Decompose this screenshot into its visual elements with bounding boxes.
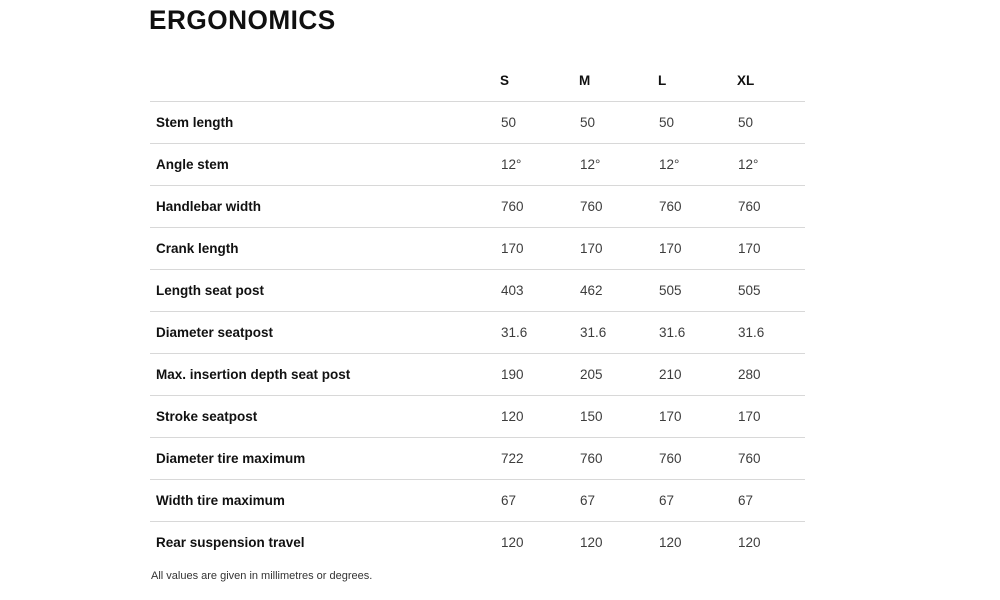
row-label: Stroke seatpost: [150, 395, 500, 438]
column-header-xl: XL: [737, 60, 805, 102]
table-row: Angle stem 12° 12° 12° 12°: [150, 143, 805, 186]
cell-value: 120: [738, 534, 761, 550]
corner-cell: [150, 60, 500, 102]
cell-value: 50: [737, 101, 805, 144]
cell-value: 760: [737, 185, 805, 228]
cell-value: 67: [658, 479, 737, 522]
cell-value: 170: [658, 227, 737, 270]
cell-value: 170: [658, 395, 737, 438]
table-row: Stem length 50 50 50 50: [150, 101, 805, 144]
cell-value: 67: [737, 479, 805, 522]
table-row: Stroke seatpost 120 150 170 170: [150, 395, 805, 438]
row-label: Width tire maximum: [150, 479, 500, 522]
cell-value: 760: [658, 437, 737, 480]
cell-value: 170: [737, 227, 805, 270]
table-row: Handlebar width 760 760 760 760: [150, 185, 805, 228]
cell-value: 505: [737, 269, 805, 312]
row-label: Max. insertion depth seat post: [150, 353, 500, 396]
cell-value: 170: [579, 227, 658, 270]
header-row: S M L XL: [150, 60, 805, 102]
cell-value: 12°: [500, 143, 579, 186]
cell-value: 67: [500, 479, 579, 522]
row-label: Handlebar width: [150, 185, 500, 228]
table-row: Crank length 170 170 170 170: [150, 227, 805, 270]
cell-value: 403: [500, 269, 579, 312]
column-header-s: S: [500, 60, 579, 102]
cell-value: 150: [579, 395, 658, 438]
row-label: Diameter seatpost: [150, 311, 500, 354]
cell-value: 31.6: [658, 311, 737, 354]
cell-value: 462: [579, 269, 658, 312]
cell-value: 31.6: [500, 311, 579, 354]
cell-value: 760: [737, 437, 805, 480]
table-row: Diameter tire maximum 722 760 760 760: [150, 437, 805, 480]
row-label: Stem length: [150, 101, 500, 144]
cell-value: 120: [500, 395, 579, 438]
table-row: Length seat post 403 462 505 505: [150, 269, 805, 312]
cell-value: 31.6: [737, 311, 805, 354]
cell-value: 12°: [737, 143, 805, 186]
cell-value: 205: [579, 353, 658, 396]
cell-value: 170: [500, 227, 579, 270]
row-label: Rear suspension travel: [156, 534, 305, 550]
cell-value: 760: [579, 437, 658, 480]
column-header-m: M: [579, 60, 658, 102]
cell-value: 210: [658, 353, 737, 396]
cell-value: 67: [579, 479, 658, 522]
table-row: Rear suspension travel 120 120 120 120: [150, 522, 805, 564]
cell-value: 50: [500, 101, 579, 144]
cell-value: 120: [580, 534, 603, 550]
cell-value: 12°: [579, 143, 658, 186]
cell-value: 120: [501, 534, 524, 550]
cell-value: 505: [658, 269, 737, 312]
row-label: Length seat post: [150, 269, 500, 312]
row-label: Diameter tire maximum: [150, 437, 500, 480]
cell-value: 170: [737, 395, 805, 438]
table-row: Width tire maximum 67 67 67 67: [150, 479, 805, 522]
cell-value: 760: [500, 185, 579, 228]
column-header-l: L: [658, 60, 737, 102]
cell-value: 50: [579, 101, 658, 144]
table-row: Max. insertion depth seat post 190 205 2…: [150, 353, 805, 396]
cell-value: 50: [658, 101, 737, 144]
cell-value: 760: [658, 185, 737, 228]
page-title: ERGONOMICS: [149, 5, 336, 35]
cell-value: 120: [659, 534, 682, 550]
ergonomics-table: S M L XL Stem length 50 50 50 50 Angle s…: [150, 60, 805, 563]
footnote: All values are given in millimetres or d…: [151, 570, 373, 582]
cell-value: 722: [500, 437, 579, 480]
cell-value: 190: [500, 353, 579, 396]
table-row: Diameter seatpost 31.6 31.6 31.6 31.6: [150, 311, 805, 354]
cell-value: 12°: [658, 143, 737, 186]
row-label: Angle stem: [150, 143, 500, 186]
cell-value: 31.6: [579, 311, 658, 354]
cell-value: 760: [579, 185, 658, 228]
cell-value: 280: [737, 353, 805, 396]
row-label: Crank length: [150, 227, 500, 270]
